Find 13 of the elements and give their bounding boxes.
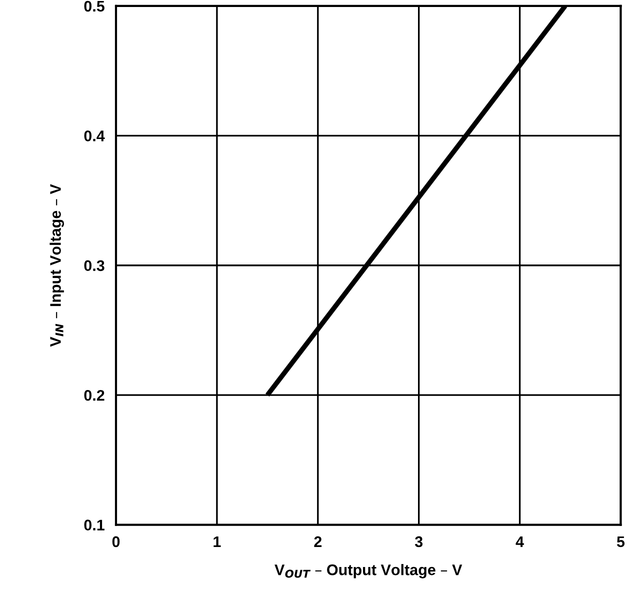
y-tick-label: 0.1: [84, 520, 104, 530]
x-tick-label: 0: [112, 536, 120, 548]
x-tick-label: 1: [214, 536, 221, 547]
y-tick-label: 0.2: [84, 390, 104, 401]
x-tick-label: 3: [414, 536, 423, 548]
y-axis-title: V$_{IN}$ – Input Voltage – V: [50, 184, 64, 347]
y-tick-label: 0.3: [84, 260, 104, 272]
x-tick-label: 5: [616, 536, 625, 548]
x-axis-title: V$_{OUT}$ – Output Voltage – V: [274, 564, 462, 578]
y-tick-label: 0.4: [84, 130, 105, 142]
x-tick-label: 4: [516, 536, 524, 547]
x-tick-label: 2: [314, 536, 322, 547]
y-tick-label: 0.5: [84, 0, 104, 12]
